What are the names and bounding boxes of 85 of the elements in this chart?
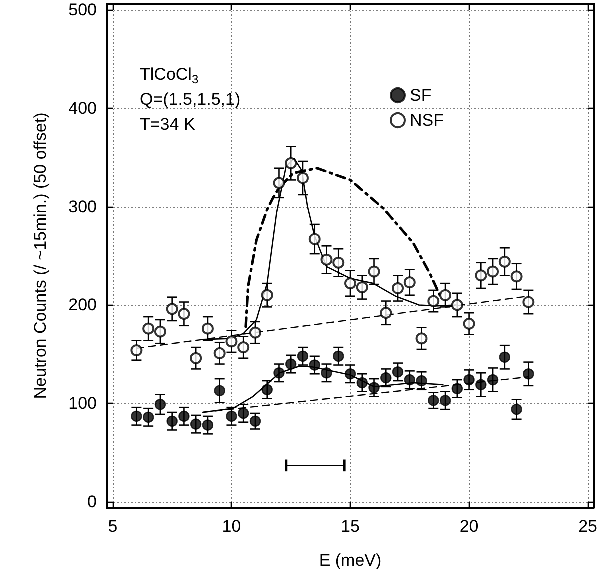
point bbox=[273, 177, 286, 190]
point bbox=[154, 399, 166, 410]
point bbox=[499, 352, 511, 363]
point bbox=[166, 303, 178, 316]
point bbox=[320, 254, 333, 266]
point bbox=[404, 374, 416, 386]
x-tick-label: 10 bbox=[222, 517, 242, 536]
point bbox=[498, 256, 511, 268]
point bbox=[440, 289, 452, 302]
point bbox=[214, 385, 226, 396]
legend-label: NSF bbox=[410, 111, 444, 130]
point bbox=[238, 408, 250, 420]
point bbox=[226, 336, 238, 348]
point bbox=[392, 366, 404, 378]
point bbox=[286, 358, 297, 370]
point bbox=[190, 352, 202, 364]
point bbox=[130, 344, 143, 356]
point bbox=[249, 326, 262, 339]
point bbox=[190, 418, 202, 430]
point bbox=[487, 374, 499, 386]
point bbox=[380, 372, 392, 384]
point bbox=[523, 368, 534, 380]
y-tick-label: 400 bbox=[68, 98, 97, 118]
point bbox=[475, 270, 488, 282]
point bbox=[166, 416, 178, 427]
y-axis-title: Neutron Counts (/ ~15min.) (50 offset) bbox=[31, 112, 50, 400]
x-axis-title: E (meV) bbox=[319, 551, 382, 570]
point bbox=[511, 404, 522, 416]
x-tick-label: 20 bbox=[460, 517, 479, 536]
point bbox=[178, 308, 190, 320]
point bbox=[487, 266, 500, 278]
point bbox=[356, 282, 368, 294]
y-tick-label: 300 bbox=[68, 197, 97, 216]
point bbox=[416, 375, 428, 387]
x-tick-label: 25 bbox=[578, 517, 598, 536]
point bbox=[404, 276, 416, 289]
y-tick-label: 100 bbox=[68, 394, 97, 414]
point bbox=[416, 332, 428, 345]
point bbox=[522, 296, 535, 308]
point bbox=[428, 395, 440, 406]
point bbox=[464, 374, 475, 386]
point bbox=[142, 412, 154, 424]
point bbox=[274, 368, 285, 379]
x-tick-label: 5 bbox=[108, 517, 118, 536]
point bbox=[202, 420, 214, 431]
point bbox=[178, 410, 190, 422]
point bbox=[428, 295, 440, 308]
annotation: T=34 K bbox=[140, 115, 196, 134]
point bbox=[368, 382, 380, 394]
point bbox=[142, 322, 155, 335]
point bbox=[451, 299, 464, 312]
point bbox=[440, 395, 452, 406]
legend-label: SF bbox=[410, 86, 432, 105]
y-tick-label: 200 bbox=[68, 296, 97, 315]
point bbox=[344, 278, 356, 290]
x-tick-label: 15 bbox=[341, 517, 360, 536]
point bbox=[344, 368, 356, 380]
point bbox=[261, 289, 274, 302]
point bbox=[368, 266, 380, 278]
y-tick-label: 0 bbox=[88, 492, 97, 512]
point bbox=[452, 383, 463, 394]
point bbox=[297, 350, 309, 362]
point bbox=[380, 307, 392, 320]
point bbox=[238, 342, 250, 354]
point bbox=[332, 256, 345, 269]
point bbox=[392, 282, 404, 294]
point bbox=[154, 326, 166, 338]
point bbox=[226, 410, 238, 422]
point bbox=[476, 379, 487, 391]
point bbox=[333, 350, 344, 362]
point bbox=[463, 318, 476, 330]
point bbox=[285, 157, 298, 170]
annotation: Q=(1.5,1.5,1) bbox=[140, 90, 241, 109]
point bbox=[510, 270, 523, 283]
y-tick-label: 500 bbox=[68, 0, 97, 20]
point bbox=[214, 347, 226, 360]
point bbox=[202, 322, 214, 335]
point bbox=[131, 410, 142, 422]
point bbox=[321, 368, 332, 379]
point bbox=[262, 384, 273, 396]
point bbox=[308, 233, 321, 246]
point bbox=[356, 377, 368, 389]
point bbox=[309, 360, 320, 371]
point bbox=[297, 172, 309, 184]
point bbox=[250, 416, 262, 427]
